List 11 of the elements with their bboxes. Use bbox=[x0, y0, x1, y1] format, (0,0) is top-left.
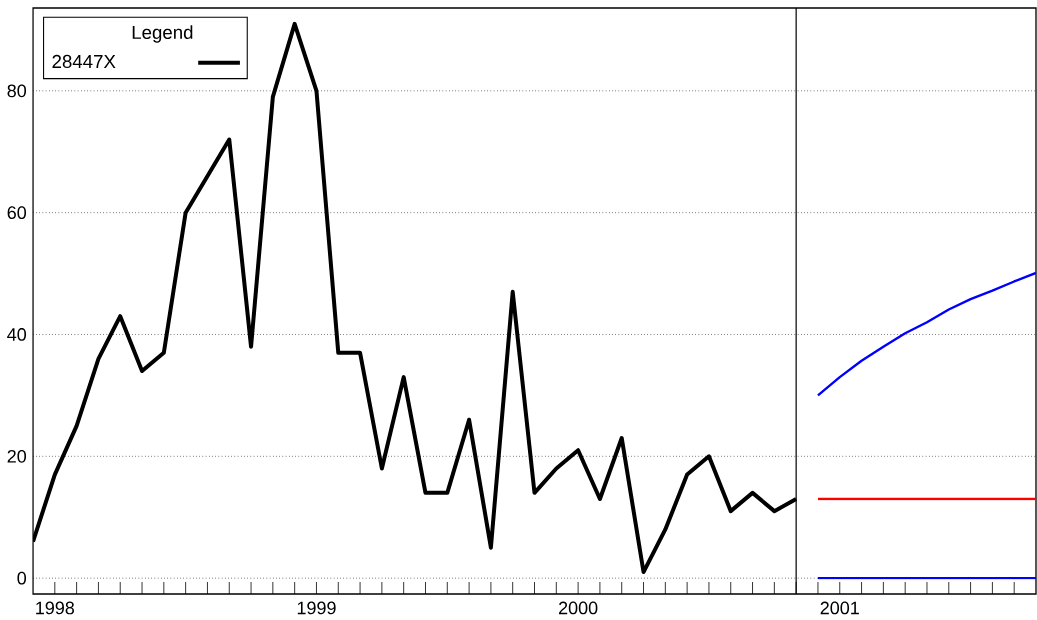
legend-title: Legend bbox=[132, 25, 193, 43]
y-tick-label: 40 bbox=[7, 328, 27, 341]
y-tick-label: 60 bbox=[7, 206, 27, 220]
x-tick-label: 1998 bbox=[36, 601, 75, 615]
y-tick-label: 0 bbox=[17, 571, 27, 585]
x-tick-label: 1999 bbox=[297, 601, 336, 615]
x-tick-label: 2000 bbox=[558, 601, 598, 615]
x-tick-label: 2001 bbox=[820, 601, 859, 615]
text: 28447X bbox=[52, 54, 116, 69]
y-tick-label: 20 bbox=[7, 449, 27, 463]
y-tick-label: 80 bbox=[7, 84, 27, 98]
